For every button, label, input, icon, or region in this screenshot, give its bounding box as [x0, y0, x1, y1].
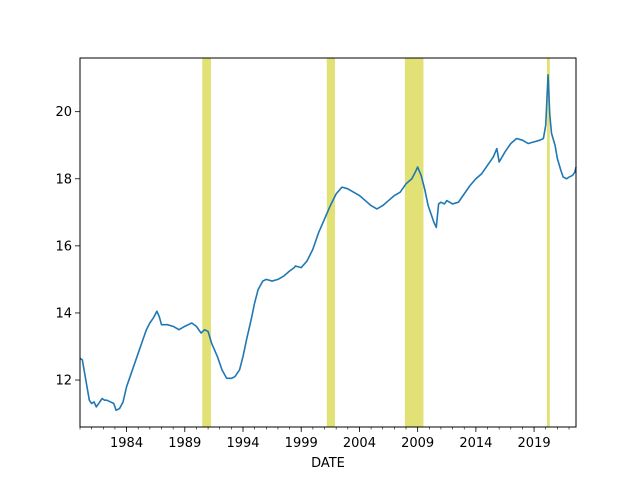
x-tick-label: 1994: [226, 436, 259, 451]
y-tick-label: 16: [55, 239, 72, 254]
x-tick-label: 2009: [401, 436, 434, 451]
recession-band-2: [326, 58, 335, 427]
plot-frame: [79, 57, 577, 428]
data-series: [79, 73, 577, 412]
y-tick-label: 12: [55, 374, 72, 389]
x-tick-label: 2004: [343, 436, 376, 451]
x-axis-label: DATE: [311, 456, 345, 471]
recession-band-4: [546, 58, 550, 427]
y-tick-label: 20: [55, 105, 72, 120]
series-line-1: [79, 73, 577, 412]
x-axis: 1984 1989 1994 1999 2004 2009 2014 2019: [79, 427, 570, 451]
recession-band-3: [404, 58, 424, 427]
x-tick-label: 2019: [518, 436, 551, 451]
y-tick-label: 18: [55, 172, 72, 187]
x-tick-label: 1989: [168, 436, 201, 451]
x-tick-label: 2014: [459, 436, 492, 451]
recession-shading: [202, 58, 550, 427]
x-tick-label: 1984: [110, 436, 143, 451]
y-tick-label: 14: [55, 306, 72, 321]
y-axis: 12 14 16 18 20: [55, 105, 80, 389]
x-tick-label: 1999: [285, 436, 318, 451]
recession-band-1: [202, 58, 211, 427]
